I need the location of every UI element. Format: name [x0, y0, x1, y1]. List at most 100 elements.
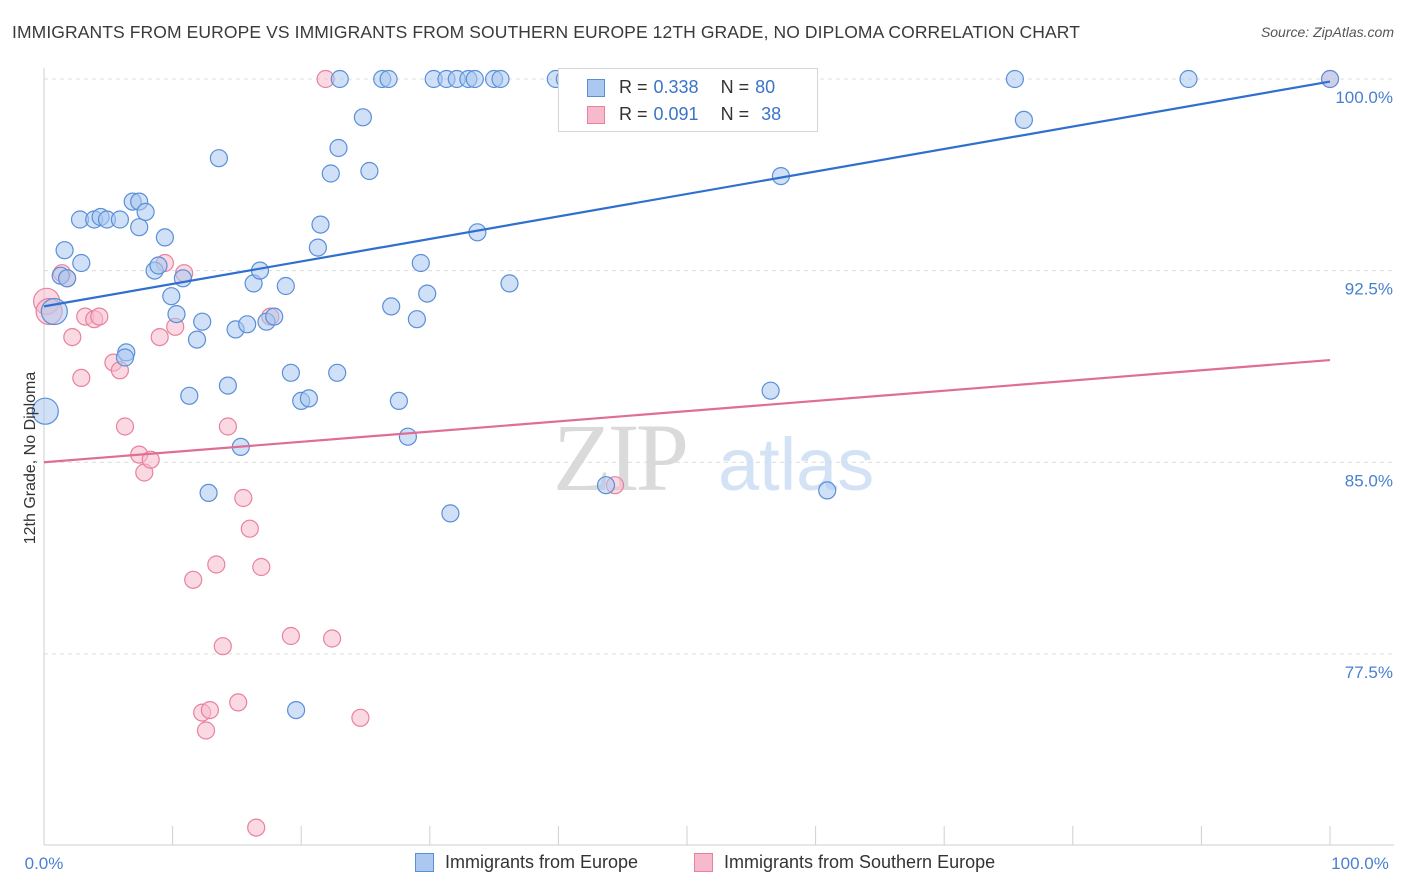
legend-swatch-europe	[587, 78, 605, 97]
data-point	[389, 391, 408, 410]
data-point	[196, 721, 216, 740]
legend-r-label: R =	[619, 104, 648, 124]
data-point	[110, 210, 130, 229]
source-label: Source: ZipAtlas.com	[1260, 24, 1394, 40]
series-europe-points	[31, 69, 1340, 720]
data-point	[1320, 69, 1340, 89]
legend-n-label: N =	[720, 104, 750, 124]
data-point	[281, 626, 300, 646]
legend-item-europe[interactable]: Immigrants from Europe	[415, 852, 638, 873]
data-point	[252, 557, 271, 577]
data-point	[351, 708, 370, 727]
data-point	[115, 348, 135, 367]
legend-swatch-southern-europe	[587, 105, 605, 124]
y-tick-label: 77.5%	[1345, 663, 1393, 682]
y-tick-label: 100.0%	[1335, 88, 1393, 107]
watermark-atlas: atlas	[718, 423, 874, 506]
x-ticks	[43, 826, 1331, 845]
data-point	[418, 284, 437, 303]
data-point	[398, 427, 417, 446]
legend-n-value: 38	[761, 104, 782, 124]
legend-item-southern-europe[interactable]: Immigrants from Southern Europe	[694, 852, 995, 873]
data-point	[407, 310, 426, 329]
trend-line-southern-europe	[43, 358, 1331, 464]
data-point	[149, 256, 168, 275]
data-point	[238, 315, 257, 334]
data-point	[213, 637, 232, 656]
data-point	[180, 386, 199, 405]
x-tick-label-max: 100.0%	[1331, 854, 1389, 873]
data-point	[281, 363, 300, 382]
data-point	[187, 330, 207, 349]
data-point	[328, 363, 347, 382]
data-point	[465, 69, 484, 89]
axes	[43, 68, 1394, 846]
trend-lines	[43, 80, 1331, 464]
y-tick-label: 85.0%	[1345, 471, 1393, 490]
data-point	[308, 238, 327, 257]
data-point	[72, 368, 91, 387]
legend-row-southern-europe: R = 0.091 N = 38	[559, 101, 781, 128]
gridlines	[44, 78, 1394, 655]
data-point	[55, 241, 74, 260]
data-point	[72, 253, 91, 273]
data-point	[162, 287, 181, 306]
series-southern-europe-points	[32, 69, 1340, 837]
data-point	[323, 629, 342, 648]
legend-r-label: R =	[619, 77, 648, 97]
data-point	[207, 555, 226, 574]
legend-r-value: 0.091	[653, 104, 699, 124]
legend-n-value: 80	[755, 77, 776, 97]
legend-r-value: 0.338	[653, 77, 699, 97]
data-point	[311, 215, 330, 234]
legend-swatch-southern-europe	[694, 853, 713, 872]
y-tick-label: 92.5%	[1345, 280, 1393, 299]
legend-n-label: N =	[720, 77, 750, 97]
data-point	[441, 504, 460, 523]
chart-title: IMMIGRANTS FROM EUROPE VS IMMIGRANTS FRO…	[12, 22, 1081, 42]
x-tick-label-min: 0.0%	[25, 854, 64, 873]
data-point	[287, 700, 306, 720]
data-point	[136, 202, 155, 221]
data-point	[360, 161, 379, 181]
data-point	[321, 164, 340, 183]
data-point	[90, 307, 109, 326]
data-point	[329, 138, 348, 158]
data-point	[276, 276, 295, 296]
y-axis-label: 12th Grade, No Diploma	[22, 372, 39, 545]
data-point	[411, 253, 430, 273]
data-point	[240, 519, 259, 538]
data-point	[150, 328, 169, 347]
data-point	[500, 274, 519, 293]
data-point	[115, 417, 135, 436]
watermark-zip: ZIP	[553, 404, 686, 511]
data-point	[155, 228, 174, 247]
data-point	[491, 69, 510, 89]
trend-line-europe	[43, 80, 1331, 308]
data-point	[761, 381, 780, 400]
data-point	[299, 389, 318, 408]
data-point	[57, 269, 77, 288]
data-point	[265, 307, 284, 326]
data-point	[167, 305, 186, 324]
data-point	[141, 450, 160, 469]
data-point	[218, 417, 237, 436]
data-point	[229, 693, 248, 712]
correlation-legend: R = 0.338 N = 80 R = 0.091 N = 38	[558, 68, 818, 132]
data-point	[199, 483, 218, 502]
data-point	[218, 376, 237, 395]
data-point	[234, 488, 253, 508]
data-point	[379, 69, 398, 89]
data-point	[130, 218, 149, 237]
data-point	[818, 481, 837, 500]
data-point	[184, 570, 203, 589]
data-point	[596, 476, 616, 495]
data-point	[353, 108, 372, 127]
series-legend: Immigrants from Europe Immigrants from S…	[0, 852, 1406, 878]
data-point	[382, 297, 401, 316]
data-point	[63, 328, 82, 347]
data-point	[330, 69, 349, 89]
data-point	[193, 312, 212, 331]
data-point	[1005, 69, 1025, 89]
